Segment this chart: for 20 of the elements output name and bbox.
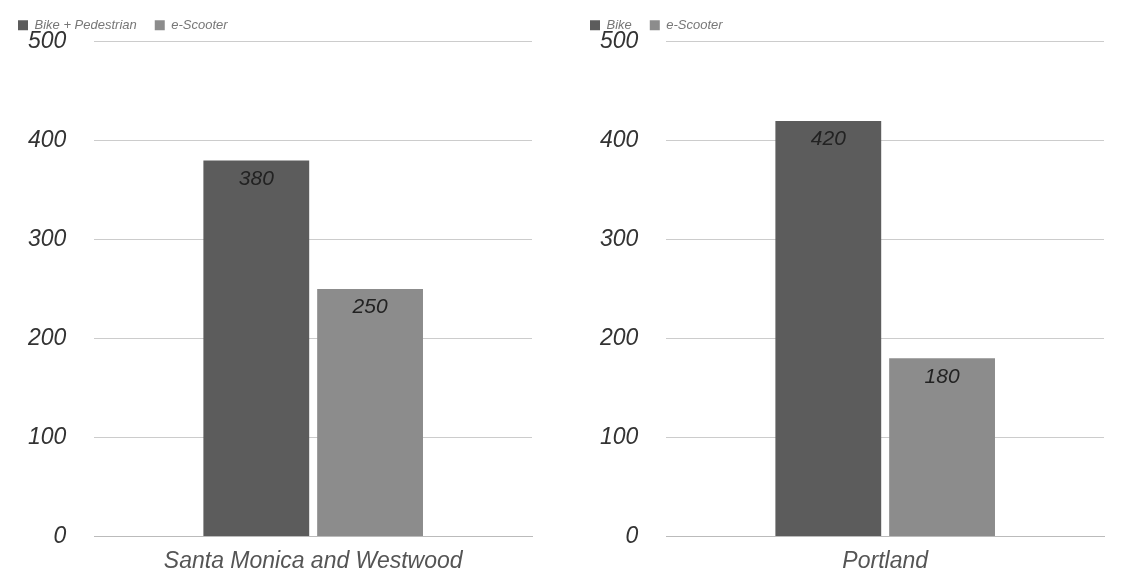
y-tick-label: 400 xyxy=(28,126,67,153)
y-tick-label: 100 xyxy=(28,422,67,449)
x-tick-label: Portland xyxy=(842,546,930,573)
legend-label: e-Scooter xyxy=(666,16,724,32)
y-tick-label: 300 xyxy=(600,225,639,252)
y-tick-label: 0 xyxy=(53,521,67,548)
legend-label: Bike + Pedestrian xyxy=(34,16,137,32)
data-label: 380 xyxy=(238,165,275,189)
x-tick-label: Santa Monica and Westwood xyxy=(163,546,464,573)
y-tick-label: 200 xyxy=(27,323,67,350)
data-label: 250 xyxy=(351,294,388,318)
y-tick-label: 100 xyxy=(600,422,639,449)
legend-label: e-Scooter xyxy=(171,16,229,32)
legend-label: Bike xyxy=(606,16,632,32)
y-tick-label: 300 xyxy=(28,225,67,252)
y-tick-label: 400 xyxy=(600,126,639,153)
data-label: 420 xyxy=(810,126,847,150)
data-label: 180 xyxy=(924,363,960,387)
y-tick-label: 200 xyxy=(599,323,639,350)
y-tick-label: 0 xyxy=(625,521,639,548)
